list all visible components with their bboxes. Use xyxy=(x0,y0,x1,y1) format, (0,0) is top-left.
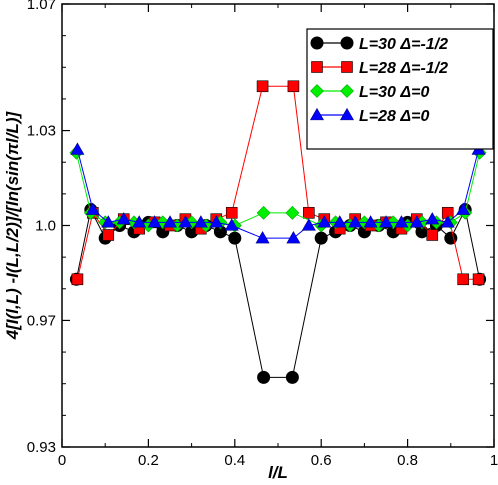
legend-label: L=30 Δ=-1/2 xyxy=(359,36,448,53)
data-point xyxy=(162,215,178,228)
data-point xyxy=(70,142,85,155)
x-tick-label: 0.6 xyxy=(311,452,332,469)
data-point xyxy=(440,215,455,228)
data-point xyxy=(225,207,238,219)
data-point xyxy=(363,215,378,228)
x-axis-title: l/L xyxy=(268,463,288,482)
y-tick-label: 1.0 xyxy=(35,218,56,235)
x-tick-label: 0.4 xyxy=(224,452,245,469)
legend-box xyxy=(306,28,494,150)
data-point xyxy=(224,218,239,231)
data-point xyxy=(472,273,485,286)
x-tick-label: 1 xyxy=(490,452,498,469)
data-point xyxy=(394,215,409,228)
data-point xyxy=(287,80,300,93)
data-point xyxy=(303,207,315,219)
data-point xyxy=(209,215,224,228)
data-point xyxy=(425,212,440,225)
data-point xyxy=(178,215,193,228)
legend-marker xyxy=(310,36,324,50)
data-point xyxy=(256,205,271,220)
axis-ticks: 0.93 0.97 1.0 1.03 1.07 0 0.2 0.4 0.6 0.8 1 xyxy=(27,0,498,469)
data-point xyxy=(101,215,116,228)
legend-label: L=28 Δ=0 xyxy=(359,108,429,125)
legend-marker xyxy=(341,61,353,73)
x-tick-label: 0.8 xyxy=(397,452,418,469)
legend-label: L=30 Δ=0 xyxy=(359,84,429,101)
y-tick-label: 1.03 xyxy=(27,123,56,140)
data-point xyxy=(102,229,115,241)
data-point xyxy=(257,370,271,384)
data-point xyxy=(332,215,347,228)
data-point xyxy=(301,218,316,231)
data-point xyxy=(378,215,394,228)
data-point xyxy=(228,231,242,245)
legend-marker xyxy=(310,84,324,98)
legend-marker xyxy=(309,107,325,121)
legend-marker xyxy=(340,36,354,50)
data-point xyxy=(314,231,328,245)
data-point xyxy=(457,273,469,286)
legend-marker xyxy=(340,84,354,98)
series-layer xyxy=(69,80,487,384)
data-point xyxy=(256,80,269,93)
legend-marker xyxy=(311,61,323,73)
data-point xyxy=(147,215,162,228)
data-point xyxy=(348,215,363,228)
x-tick-label: 0.2 xyxy=(138,452,159,469)
y-axis-title: 4[I(l,L) -I(L,L/2)]/[ln(sin(πl/L)] xyxy=(3,110,22,340)
data-point xyxy=(456,202,471,215)
y-tick-label: 1.07 xyxy=(27,0,56,13)
data-point xyxy=(71,273,84,286)
x-tick-label: 0 xyxy=(58,452,66,469)
y-tick-label: 0.97 xyxy=(27,312,56,329)
data-point xyxy=(85,202,100,215)
data-point xyxy=(285,205,300,220)
data-point xyxy=(193,215,208,228)
data-point xyxy=(409,215,424,228)
data-point xyxy=(116,212,131,225)
data-point xyxy=(426,229,439,241)
data-point xyxy=(285,370,299,384)
data-point xyxy=(317,215,332,228)
legend: L=30 Δ=-1/2 L=28 Δ=-1/2 L=30 Δ=0 L=28 Δ=0 xyxy=(306,28,494,150)
y-tick-label: 0.93 xyxy=(27,439,56,456)
legend-label: L=28 Δ=-1/2 xyxy=(359,60,448,77)
legend-marker xyxy=(339,107,355,121)
data-point xyxy=(132,215,147,228)
data-point xyxy=(255,231,270,244)
data-point xyxy=(286,231,301,244)
